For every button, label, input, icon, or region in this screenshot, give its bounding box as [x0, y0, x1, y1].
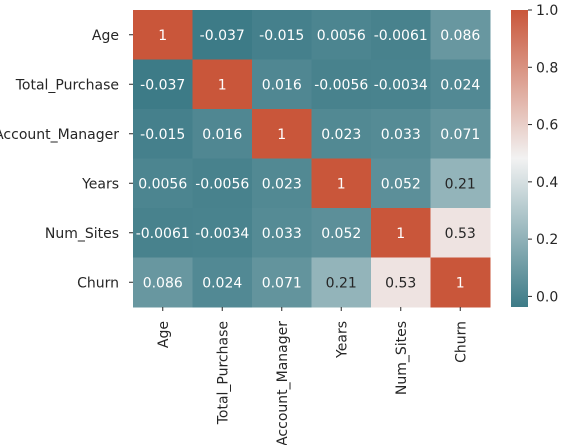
cell-annotation: 1 [158, 28, 167, 44]
heatmap-cell [133, 10, 193, 60]
cell-annotation: -0.015 [259, 28, 304, 44]
column-tick-label: Total_Purchase [215, 321, 231, 425]
cell-annotation: -0.015 [140, 127, 185, 143]
cell-annotation: 1 [218, 77, 227, 93]
heatmap-cell [371, 10, 431, 60]
colorbar-gradient [511, 10, 528, 307]
cell-annotation: 0.53 [445, 226, 476, 242]
cell-annotation: 1 [337, 176, 346, 192]
heatmap-cell [252, 158, 312, 209]
cell-annotation: -0.0056 [314, 77, 368, 93]
colorbar-tick-label: 0.6 [536, 118, 558, 134]
column-labels: Age Total_Purchase Account_Manager Years Num… [156, 307, 469, 445]
heatmap-cell [311, 257, 372, 308]
row-tick-label: Account_Manager [0, 127, 119, 143]
column-tick-label: Age [156, 321, 172, 348]
heatmap-cells: 1 -0.037 -0.015 0.0056 -0.0061 0.086 -0.037 1 0.… [133, 10, 491, 308]
heatmap-cell [252, 257, 312, 308]
row-tick-label: Churn [77, 275, 119, 291]
cell-annotation: 0.21 [445, 176, 476, 192]
cell-annotation: 0.0056 [317, 28, 366, 44]
heatmap-cell [371, 158, 431, 209]
cell-annotation: -0.0061 [374, 28, 428, 44]
row-tick-label: Age [92, 28, 119, 44]
heatmap-cell [192, 109, 253, 159]
cell-annotation: 0.21 [326, 275, 357, 291]
heatmap-cell [192, 158, 253, 209]
cell-annotation: -0.0061 [136, 226, 190, 242]
cell-annotation: 0.0056 [138, 176, 187, 192]
cell-annotation: 0.024 [440, 77, 480, 93]
cell-annotation: -0.037 [200, 28, 245, 44]
cell-annotation: 0.023 [262, 176, 302, 192]
heatmap-cell [311, 59, 372, 110]
cell-annotation: 0.071 [262, 275, 302, 291]
heatmap-cell [133, 208, 193, 258]
cell-annotation: 0.033 [381, 127, 421, 143]
column-tick-label: Account_Manager [275, 321, 291, 445]
heatmap-cell [192, 59, 253, 110]
cell-annotation: -0.0056 [195, 176, 249, 192]
row-tick-label: Years [81, 176, 119, 192]
heatmap-cell [430, 109, 491, 159]
heatmap-cell [192, 10, 253, 60]
cell-annotation: 1 [277, 127, 286, 143]
column-tick-label: Num_Sites [394, 321, 410, 395]
colorbar-tick-label: 1.0 [536, 3, 558, 19]
heatmap-cell [133, 59, 193, 110]
heatmap-cell [311, 158, 372, 209]
cell-annotation: -0.037 [140, 77, 185, 93]
heatmap-cell [192, 208, 253, 258]
colorbar-tick-label: 0.8 [536, 60, 558, 76]
cell-annotation: 0.016 [202, 127, 242, 143]
cell-annotation: 0.052 [321, 226, 361, 242]
heatmap-cell [430, 158, 491, 209]
cell-annotation: 0.052 [381, 176, 421, 192]
colorbar: 0.0 0.2 0.4 0.6 0.8 1.0 [511, 3, 558, 307]
heatmap-cell [371, 59, 431, 110]
heatmap-cell [311, 109, 372, 159]
heatmap-cell [192, 257, 253, 308]
colorbar-tick-label: 0.4 [536, 175, 558, 191]
cell-annotation: -0.0034 [195, 226, 249, 242]
cell-annotation: 1 [396, 226, 405, 242]
cell-annotation: -0.0034 [374, 77, 428, 93]
colorbar-tick-label: 0.0 [536, 289, 558, 305]
heatmap-cell [430, 10, 491, 60]
cell-annotation: 0.086 [143, 275, 183, 291]
heatmap-cell [371, 257, 431, 308]
heatmap-cell [371, 109, 431, 159]
heatmap-cell [133, 257, 193, 308]
column-tick-label: Years [334, 321, 350, 359]
colorbar-tick-label: 0.2 [536, 232, 558, 248]
row-tick-label: Num_Sites [45, 226, 119, 242]
heatmap-cell [311, 208, 372, 258]
cell-annotation: 0.53 [385, 275, 416, 291]
cell-annotation: 0.033 [262, 226, 302, 242]
cell-annotation: 0.023 [321, 127, 361, 143]
heatmap-cell [252, 208, 312, 258]
heatmap-cell [430, 257, 491, 308]
row-tick-label: Total_Purchase [15, 77, 119, 93]
heatmap-cell [252, 10, 312, 60]
heatmap-cell [252, 109, 312, 159]
heatmap-cell [371, 208, 431, 258]
cell-annotation: 0.024 [202, 275, 242, 291]
cell-annotation: 0.016 [262, 77, 302, 93]
heatmap-cell [311, 10, 372, 60]
heatmap-cell [252, 59, 312, 110]
cell-annotation: 0.086 [440, 28, 480, 44]
heatmap-cell [430, 59, 491, 110]
cell-annotation: 0.071 [440, 127, 480, 143]
heatmap-cell [133, 109, 193, 159]
heatmap-cell [133, 158, 193, 209]
row-labels: Age Total_Purchase Account_Manager Years Num… [0, 28, 133, 291]
heatmap-cell [430, 208, 491, 258]
column-tick-label: Churn [453, 321, 469, 363]
cell-annotation: 1 [456, 275, 465, 291]
